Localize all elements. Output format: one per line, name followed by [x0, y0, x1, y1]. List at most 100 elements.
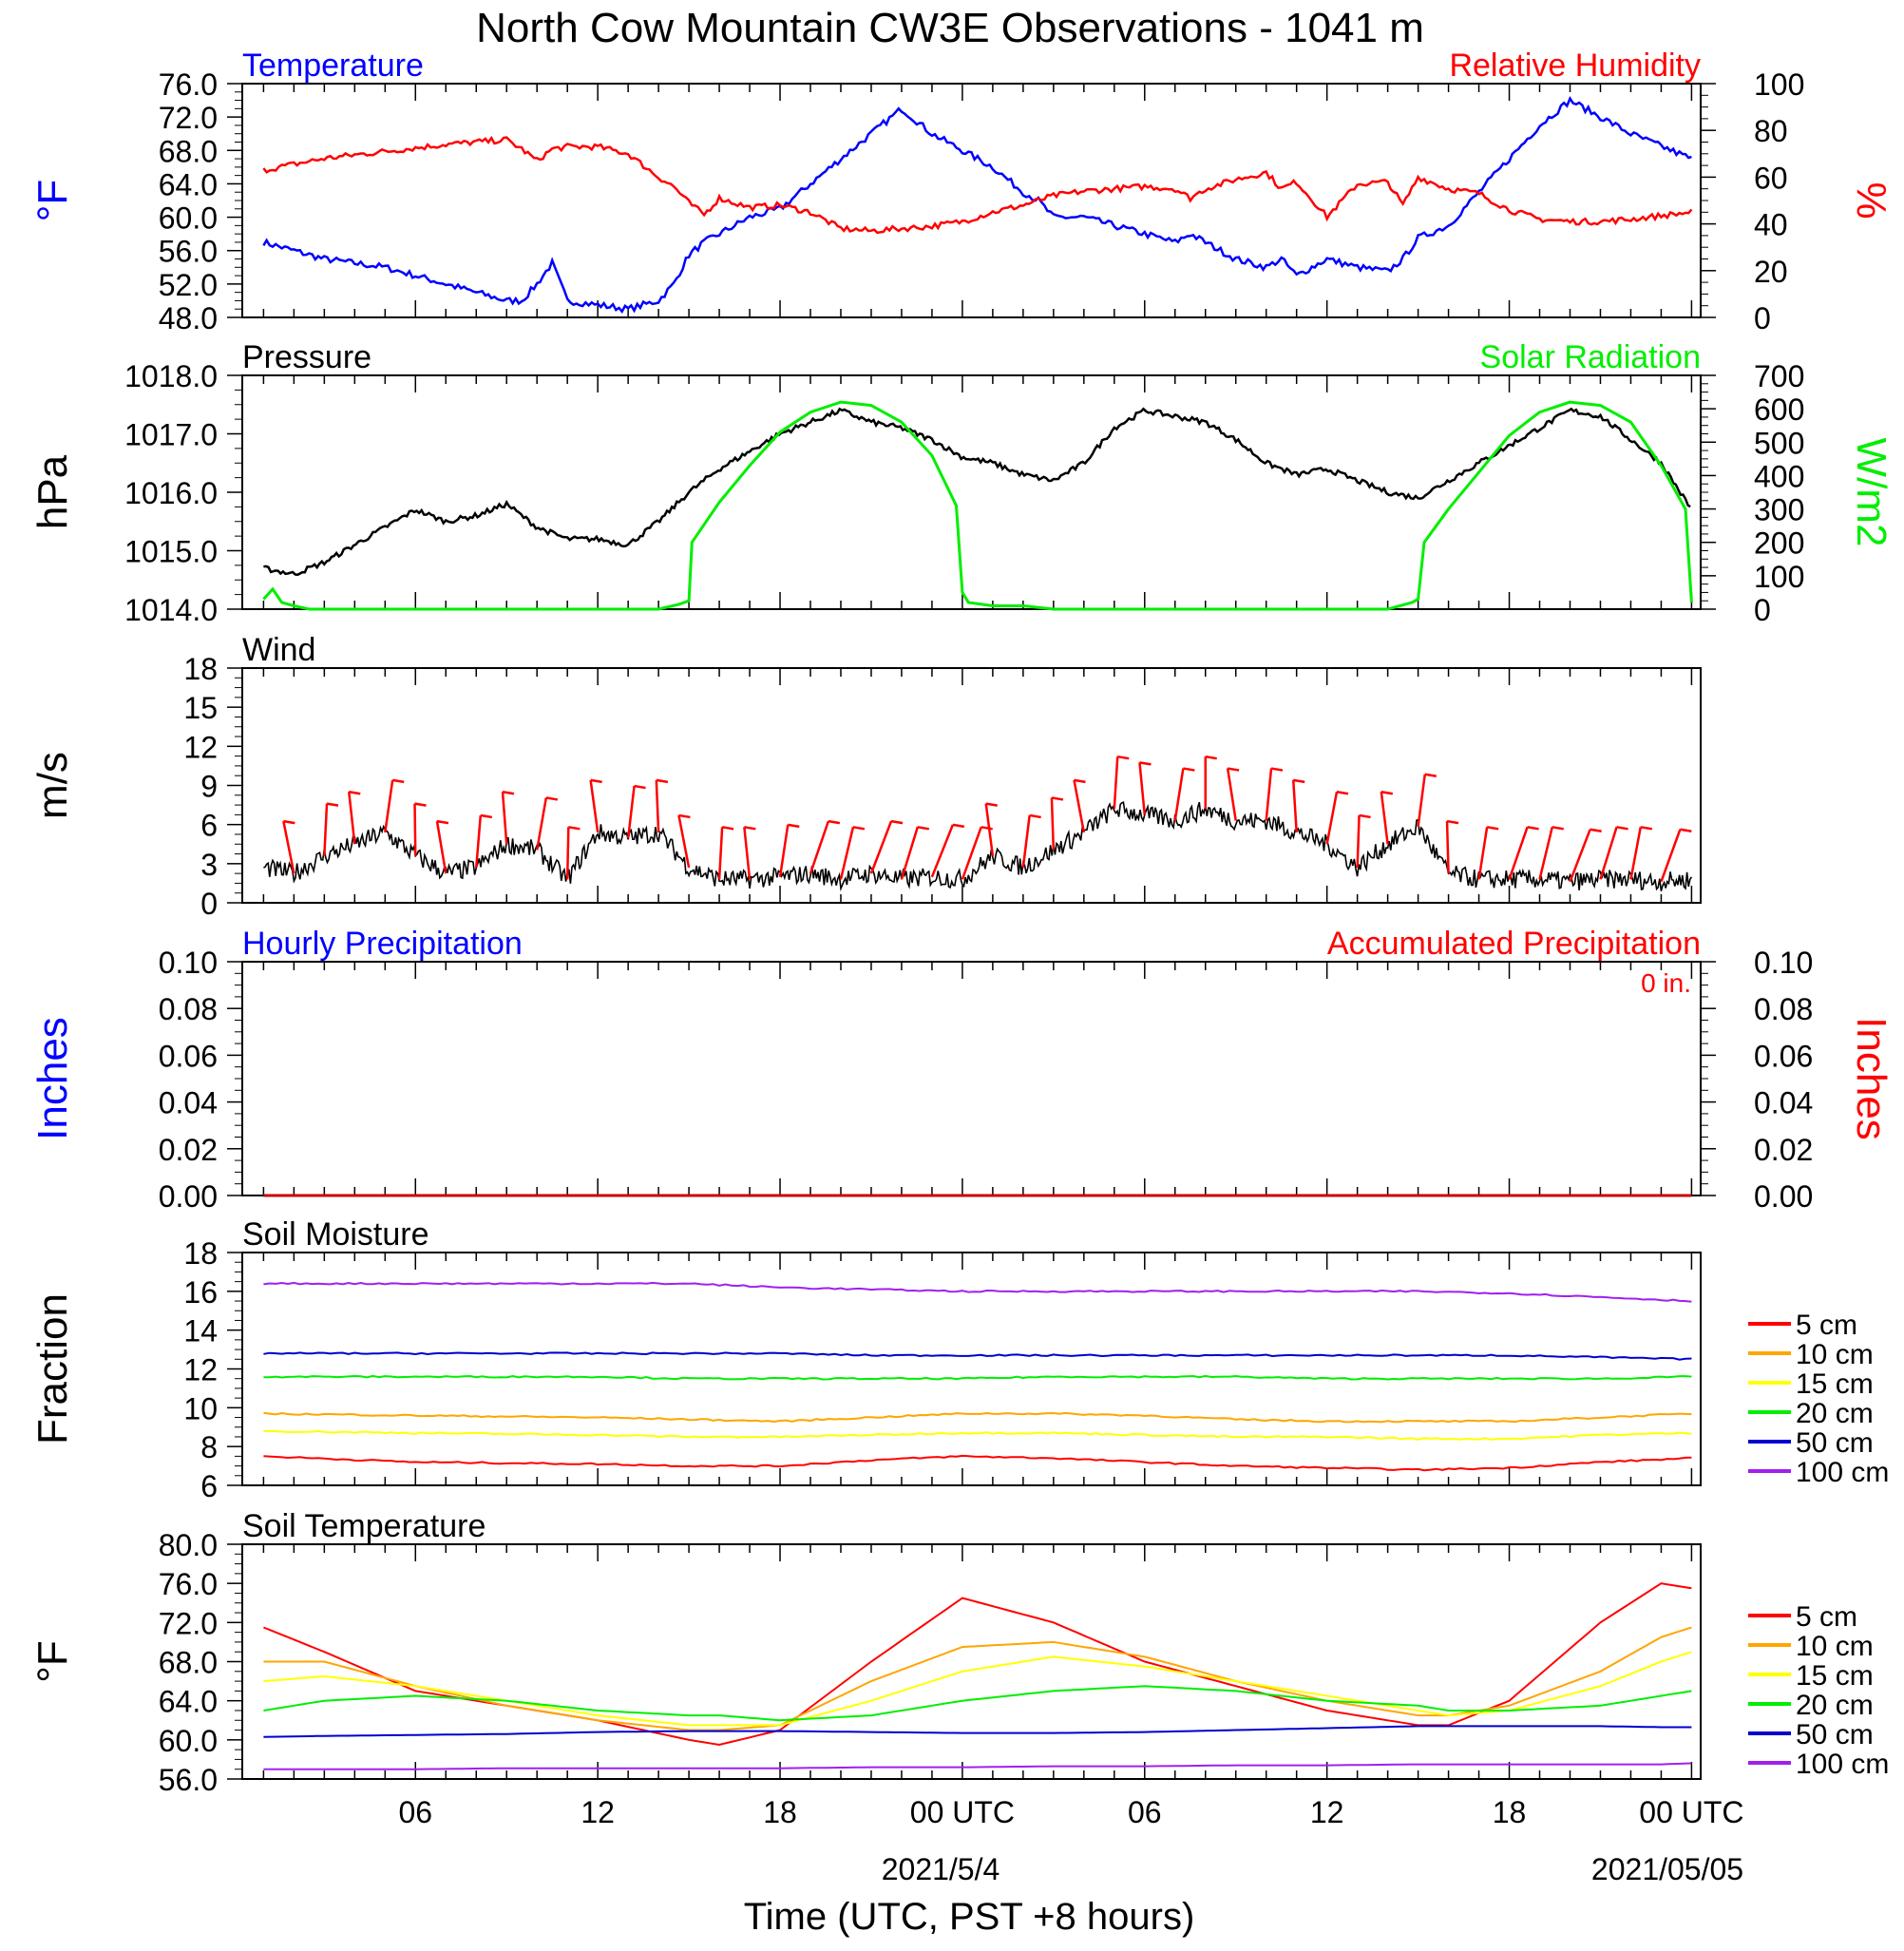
wind-barb: [1173, 768, 1185, 821]
soil-temp-ytick-label-left: 68.0: [159, 1646, 218, 1680]
legend-label: 15 cm: [1796, 1660, 1874, 1692]
wind-barb-flag: [568, 826, 581, 831]
legend-label: 5 cm: [1796, 1310, 1857, 1341]
legend-label: 20 cm: [1796, 1398, 1874, 1429]
wind-barb-flag: [678, 813, 691, 819]
wind-barb: [1445, 821, 1450, 874]
series-pressure: [263, 407, 1691, 577]
wind-barb: [961, 826, 982, 880]
series-temperature: [262, 96, 1692, 315]
wind-barb-flag: [890, 819, 904, 825]
wind-barb-flag: [744, 826, 756, 831]
wind-ytick-label-left: 15: [183, 691, 218, 725]
pressure-solar-ytick-label-right: 200: [1754, 526, 1804, 561]
soil-temp-ytick-label-left: 64.0: [159, 1685, 218, 1719]
wind-barb: [1073, 779, 1086, 833]
wind-barb: [1113, 756, 1119, 810]
legend-label: 10 cm: [1796, 1631, 1874, 1662]
precip-ylabel-right: Inches: [1848, 1017, 1894, 1140]
figure-title: North Cow Mountain CW3E Observations - 1…: [476, 5, 1424, 51]
pressure-solar-panel: 1018.0 1017.0 1016.0 1015.0 1014.0 7006005004…: [29, 339, 1894, 627]
wind-ylabel-left: m/s: [29, 752, 76, 819]
precip-ytick-label-left: 0.00: [159, 1179, 218, 1214]
legend-label: 20 cm: [1796, 1690, 1874, 1721]
wind-barb: [1569, 829, 1591, 883]
soil-temp-ytick-label-left: 60.0: [159, 1724, 218, 1758]
wind-barb-flag: [1051, 796, 1064, 801]
temp-rh-ytick-label-left: 52.0: [159, 268, 218, 302]
wind-barb-flag: [349, 791, 361, 795]
wind-barb: [1226, 768, 1237, 821]
series-solar-radiation: [262, 400, 1693, 611]
date-label-1: 2021/5/4: [882, 1852, 1000, 1886]
wind-barb: [435, 820, 447, 874]
precip-ytick-label-right: 0.08: [1754, 992, 1813, 1026]
x-axis: 2021/5/4 2021/05/05 Time (UTC, PST +8 ho…: [744, 1852, 1743, 1938]
legend-label: 15 cm: [1796, 1368, 1874, 1400]
wind-barb: [384, 779, 394, 833]
wind-barb-flag: [1616, 826, 1628, 831]
legend-label: 100 cm: [1796, 1457, 1889, 1488]
temp-rh-ytick-label-right: 0: [1754, 301, 1771, 335]
wind-barb-flag: [1270, 767, 1284, 772]
wind-barb-flag: [1117, 755, 1130, 760]
pressure-solar-ytick-label-left: 1018.0: [124, 359, 218, 393]
soil-moisture-ytick-label-left: 6: [200, 1469, 218, 1503]
wind-barb: [655, 779, 660, 832]
precip-ytick-label-left: 0.02: [159, 1133, 218, 1167]
soil-temp-title-left: Soil Temperature: [242, 1508, 486, 1544]
wind-barb-flag: [1205, 755, 1217, 760]
legend-label: 50 cm: [1796, 1427, 1874, 1459]
legend-label: 5 cm: [1796, 1601, 1857, 1633]
soil-moisture-frame: [241, 1252, 1702, 1486]
wind-barb-flag: [502, 791, 515, 795]
temp-rh-frame: [241, 83, 1702, 318]
legend-label: 10 cm: [1796, 1339, 1874, 1370]
soil-temp-panel: 80.0 76.0 72.0 68.0 64.0 60.0 56.0 Soil Tempera…: [29, 1508, 1889, 1797]
wind-barb-flag: [326, 802, 339, 807]
precip-ytick-label-right: 0.06: [1754, 1039, 1813, 1073]
precip-annotation: 0 in.: [1641, 968, 1691, 998]
soil-temp-ytick-label-left: 72.0: [159, 1606, 218, 1640]
x-tick-label: 00 UTC: [910, 1795, 1015, 1829]
temp-rh-ytick-label-left: 48.0: [159, 301, 218, 335]
series-soil-moisture-50cm: [263, 1351, 1692, 1361]
series-soil-temp-100cm: [263, 1762, 1692, 1770]
precip-ytick-label-left: 0.06: [159, 1039, 218, 1073]
wind-barb-flag: [1293, 778, 1305, 784]
wind-barb-flag: [1527, 826, 1539, 831]
temp-rh-title-left: Temperature: [242, 48, 424, 84]
series-soil-temp-50cm: [263, 1725, 1692, 1738]
wind-barb: [323, 803, 329, 856]
soil-temp-ylabel-left: °F: [29, 1640, 76, 1682]
precip-ylabel-left: Inches: [29, 1017, 76, 1140]
wind-barb: [717, 827, 724, 880]
x-tick-label: 18: [763, 1795, 797, 1829]
pressure-solar-ytick-label-right: 300: [1754, 493, 1804, 527]
temp-rh-ytick-label-right: 60: [1754, 161, 1788, 195]
wind-barb: [1660, 829, 1682, 883]
wind-ytick-label-left: 6: [200, 809, 218, 843]
wind-barb: [626, 785, 636, 839]
precip-frame: [241, 961, 1702, 1196]
precip-ytick-label-left: 0.08: [159, 992, 218, 1026]
wind-barb-flag: [436, 819, 449, 825]
precip-ytick-label-left: 0.10: [159, 946, 218, 980]
soil-moisture-title-left: Soil Moisture: [242, 1216, 429, 1253]
pressure-solar-ytick-label-right: 500: [1754, 426, 1804, 460]
soil-moisture-ytick-label-left: 16: [183, 1275, 218, 1310]
wind-barb-flag: [480, 813, 493, 819]
temp-rh-ytick-label-left: 72.0: [159, 101, 218, 135]
temp-rh-ylabel-right: %: [1848, 182, 1894, 219]
wind-barb-flag: [981, 826, 993, 831]
wind-barb: [1356, 814, 1361, 868]
wind-barb: [839, 827, 855, 880]
precip-title-left: Hourly Precipitation: [242, 926, 523, 962]
wind-barb-flag: [1552, 826, 1564, 831]
soil-temp-ytick-label-left: 76.0: [159, 1567, 218, 1601]
series-soil-temp-10cm: [263, 1626, 1692, 1731]
soil-moisture-ytick-label-left: 14: [183, 1314, 218, 1348]
temp-rh-ytick-label-right: 80: [1754, 114, 1788, 148]
wind-barb-flag: [283, 819, 295, 825]
pressure-solar-frame: [241, 374, 1702, 610]
